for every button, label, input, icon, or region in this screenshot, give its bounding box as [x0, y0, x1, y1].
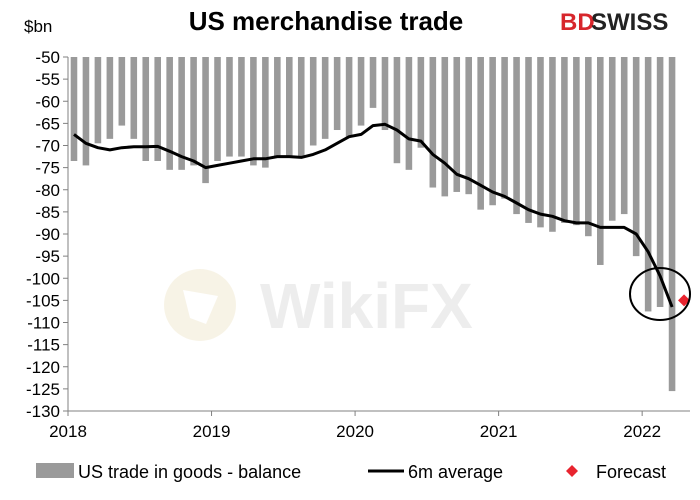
bar-trade-balance [106, 57, 114, 139]
bar-trade-balance [608, 57, 616, 221]
y-tick-label: -85 [35, 203, 60, 222]
y-tick-label: -95 [35, 247, 60, 266]
legend-bar-swatch [36, 463, 74, 478]
y-tick-label: -125 [26, 380, 60, 399]
axes: -50 -55 -60 -65 -70 -75 -80 -85 -90 -95 -100 -105 -1… [26, 48, 690, 441]
bar-trade-balance [238, 57, 245, 157]
chart-title: US merchandise trade [189, 6, 464, 36]
y-tick-label: -70 [35, 137, 60, 156]
y-tick-label: -75 [35, 159, 60, 178]
watermark: WikiFX [164, 269, 473, 342]
legend-forecast-marker [566, 465, 578, 477]
bar-trade-balance [297, 57, 305, 157]
bar-trade-balance [202, 57, 209, 184]
highlight-circle [629, 267, 691, 321]
bar-trade-balance [226, 57, 233, 157]
bar-trade-balance [596, 57, 604, 265]
bar-trade-balance [130, 57, 138, 139]
y-tick-label: -120 [26, 358, 60, 377]
bar-trade-balance [573, 57, 580, 226]
bar-trade-balance [285, 57, 293, 157]
y-tick-label: -60 [35, 92, 60, 111]
plot-area [70, 57, 691, 392]
bar-trade-balance [405, 57, 413, 170]
x-tick-label: 2021 [480, 422, 518, 441]
bar-trade-balance [656, 57, 664, 308]
bar-trade-balance [333, 57, 341, 131]
bar-trade-balance [166, 57, 173, 170]
bar-trade-balance [274, 57, 281, 157]
bar-trade-balance [453, 57, 461, 192]
bar-trade-balance [381, 57, 389, 131]
bar-trade-balance [489, 57, 496, 206]
bar-trade-balance [118, 57, 126, 126]
y-axis-unit-label: $bn [24, 17, 52, 36]
bar-trade-balance [393, 57, 401, 164]
y-tick-label: -105 [26, 291, 60, 310]
bar-trade-balance [142, 57, 150, 161]
line-6m-average [73, 122, 674, 308]
bar-trade-balance [441, 57, 449, 197]
bar-trade-balance [369, 57, 377, 108]
bar-trade-balance [429, 57, 437, 188]
bar-trade-balance [561, 57, 568, 223]
bar-trade-balance [632, 57, 640, 257]
bar-trade-balance [357, 57, 365, 126]
bar-trade-balance [549, 57, 556, 232]
bar-trade-balance [537, 57, 544, 228]
bar-trade-balance [70, 57, 78, 161]
bar-trade-balance [178, 57, 185, 170]
x-tick-label: 2018 [49, 422, 87, 441]
bar-trade-balance [585, 57, 592, 237]
bar-trade-balance [154, 57, 162, 161]
bar-trade-balance [668, 57, 676, 392]
bar-trade-balance [262, 57, 269, 168]
bar-trade-balance [82, 57, 90, 166]
bar-trade-balance [214, 57, 221, 161]
y-tick-label: -80 [35, 181, 60, 200]
bar-trade-balance [190, 57, 197, 166]
y-tick-label: -115 [27, 336, 60, 355]
bar-trade-balance [620, 57, 628, 215]
y-tick-label: -55 [35, 70, 60, 89]
bar-trade-balance [477, 57, 484, 210]
legend-label-trade-balance: US trade in goods - balance [78, 462, 301, 482]
brand-logo-part2: SWISS [591, 9, 668, 36]
brand-logo-part1: BD [560, 9, 595, 36]
y-tick-label: -130 [26, 402, 60, 421]
bar-trade-balance [465, 57, 473, 195]
x-tick-label: 2019 [193, 422, 231, 441]
bar-trade-balance [321, 57, 329, 139]
bar-trade-balance [417, 57, 425, 148]
bar-trade-balance [345, 57, 353, 137]
y-tick-label: -100 [26, 269, 60, 288]
x-tick-label: 2020 [336, 422, 374, 441]
bar-trade-balance [250, 57, 257, 166]
bar-trade-balance [94, 57, 102, 144]
y-tick-label: -65 [35, 114, 60, 133]
y-tick-label: -110 [27, 314, 60, 333]
bar-trade-balance [644, 57, 652, 312]
bar-trade-balance [525, 57, 532, 223]
x-tick-label: 2022 [623, 422, 661, 441]
bar-trade-balance [513, 57, 520, 215]
brand-logo: BD SWISS [560, 9, 668, 36]
y-tick-label: -50 [35, 48, 60, 67]
watermark-text: WikiFX [260, 270, 473, 342]
bar-trade-balance [501, 57, 508, 199]
legend-label-forecast: Forecast [596, 462, 666, 482]
legend: US trade in goods - balance 6m average F… [36, 462, 666, 482]
legend-label-6m-average: 6m average [408, 462, 503, 482]
y-tick-label: -90 [35, 225, 60, 244]
bar-trade-balance [309, 57, 317, 146]
